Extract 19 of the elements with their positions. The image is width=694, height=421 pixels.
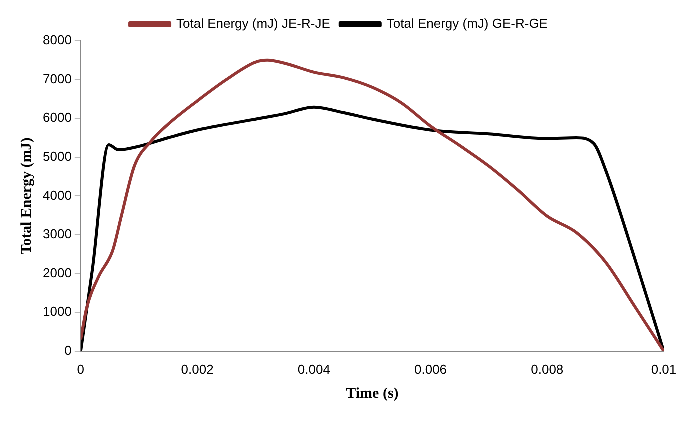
- y-tick-label: 4000: [43, 188, 72, 203]
- y-tick-label: 6000: [43, 110, 72, 126]
- x-tick-label: 0.01: [651, 362, 677, 377]
- x-tick-label: 0.004: [298, 362, 330, 377]
- x-tick-label: 0.002: [181, 362, 214, 377]
- legend-label: Total Energy (mJ) JE-R-JE: [176, 16, 331, 32]
- x-tick-label: 0.008: [531, 362, 564, 377]
- y-tick-label: 5000: [43, 148, 72, 164]
- y-axis-title: Total Energy (mJ): [18, 138, 35, 255]
- legend-label: Total Energy (mJ) GE-R-GE: [386, 16, 548, 32]
- y-tick-label: 7000: [43, 71, 72, 86]
- x-axis-title: Time (s): [346, 386, 399, 402]
- y-tick-label: 3000: [43, 226, 72, 242]
- x-tick-label: 0.006: [414, 362, 448, 377]
- y-tick-label: 8000: [43, 32, 72, 48]
- x-tick-label: 0: [77, 362, 85, 377]
- y-tick-label: 1000: [43, 304, 72, 320]
- y-tick-label: 0: [64, 342, 72, 358]
- y-tick-label: 2000: [43, 265, 72, 280]
